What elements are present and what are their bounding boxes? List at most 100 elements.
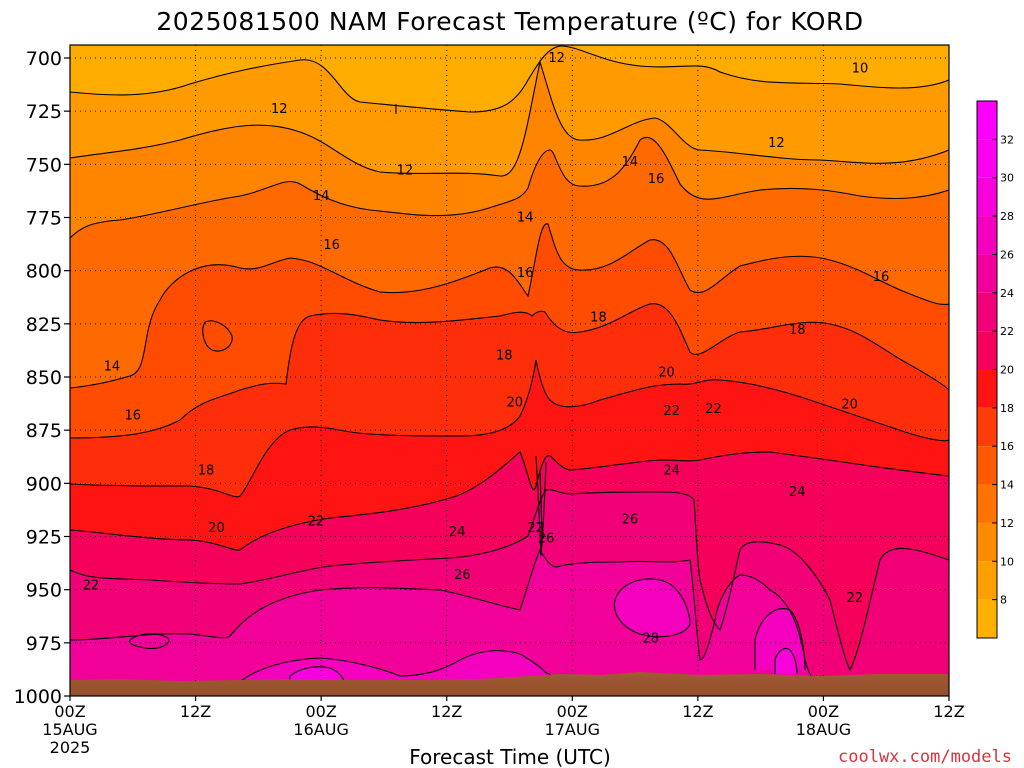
contour-line: [559, 45, 949, 89]
contour-label: 24: [789, 485, 806, 500]
x-tick-label: 00Z: [557, 702, 588, 721]
site-credit: coolwx.com/models: [838, 747, 1012, 767]
colorbar-label: 12: [1000, 517, 1014, 530]
contour-label: 20: [506, 396, 523, 411]
contour-label: 16: [873, 270, 890, 285]
y-tick-label: 775: [26, 208, 62, 230]
colorbar-label: 22: [1000, 325, 1014, 338]
colorbar-swatch: [977, 216, 997, 255]
colorbar-swatch: [977, 292, 997, 332]
contour-line: [754, 608, 806, 671]
contour-label: 12: [397, 164, 414, 179]
y-tick-label: 750: [26, 154, 62, 176]
x-tick-label: 12Z: [933, 702, 964, 721]
contour-line: [70, 451, 949, 551]
colorbar: 8 10 12 14 16 18 20 22 24 26 28 30 32: [976, 100, 1014, 639]
contour-line: [774, 647, 798, 675]
contour-line: [70, 223, 949, 389]
contour-label: 18: [496, 349, 513, 364]
grid-lines: [70, 45, 949, 696]
contour-labels: 12 10 12 12 12 14 14 16 14 16 16 16 18 18 14 18 20 16 20 22…: [83, 51, 890, 647]
contour-label: 14: [313, 189, 330, 204]
colorbar-label: 8: [1000, 594, 1007, 607]
contour-label: 12: [768, 136, 785, 151]
colorbar-swatch: [977, 139, 997, 178]
contour-line: [70, 489, 949, 672]
band-28-30-pocket: [614, 578, 690, 637]
y-tick-label: 975: [26, 633, 62, 655]
colorbar-label: 26: [1000, 248, 1014, 261]
contour-line: [70, 548, 819, 683]
contour-label: 16: [125, 408, 142, 423]
y-tick-label: 850: [26, 367, 62, 389]
x-tick-label: 15AUG: [42, 720, 97, 739]
contour-label: 12: [548, 51, 565, 66]
contour-label: 26: [454, 568, 471, 583]
y-tick-label: 875: [26, 420, 62, 442]
contour-label: 12: [271, 102, 288, 117]
contour-label: 14: [104, 359, 121, 374]
contour-label: 16: [648, 172, 665, 187]
y-tick-label: 800: [26, 261, 62, 283]
band-8-10: [70, 45, 949, 112]
contour-label: 24: [663, 464, 680, 479]
contour-label: 22: [847, 591, 864, 606]
contour-line: [613, 578, 691, 638]
contour-line: [535, 455, 547, 557]
contour-label: 28: [642, 632, 659, 647]
contour-label: 22: [705, 402, 722, 417]
y-tick-label: 900: [26, 473, 62, 495]
contour-line: [70, 137, 949, 239]
colorbar-label: 16: [1000, 440, 1014, 453]
contour-label: 16: [323, 238, 340, 253]
y-tick-label: 1000: [14, 686, 62, 708]
contour-label: 20: [658, 366, 675, 381]
contour-label: 22: [663, 404, 680, 419]
band-30-32-pocket: [775, 648, 797, 674]
x-tick-label: 16AUG: [293, 720, 348, 739]
colorbar-swatch: [977, 369, 997, 408]
contour-label: 10: [852, 62, 869, 77]
colorbar-label: 14: [1000, 479, 1014, 492]
colorbar-label: 24: [1000, 287, 1014, 300]
contour-label: 26: [538, 532, 555, 547]
x-tick-label: 12Z: [180, 702, 211, 721]
x-tick-label: 00Z: [808, 702, 839, 721]
contour-line: [229, 650, 561, 691]
contour-line: [539, 469, 543, 546]
colorbar-label: 32: [1000, 133, 1014, 146]
x-tick-label: 12Z: [682, 702, 713, 721]
contour-label: 18: [198, 464, 215, 479]
colorbar-swatch: [977, 101, 997, 140]
contour-label: 22: [527, 521, 544, 536]
y-tick-label: 825: [26, 314, 62, 336]
x-tick-label: 2025: [50, 738, 91, 757]
colorbar-label: 20: [1000, 364, 1014, 377]
contour-label: 18: [590, 310, 607, 325]
contour-label: 14: [622, 155, 639, 170]
colorbar-swatch: [977, 446, 997, 485]
x-tick-label: 00Z: [305, 702, 336, 721]
colorbar-swatch: [977, 599, 997, 638]
y-axis: 700 725 750 775 800 825 850 875 900 925 950 975 1000: [14, 48, 70, 708]
contour-label: 14: [517, 211, 534, 226]
colorbar-swatch: [977, 484, 997, 523]
contour-line: [70, 45, 561, 113]
x-tick-label: 00Z: [54, 702, 85, 721]
colorbar-swatch: [977, 561, 997, 600]
contour-line: [70, 359, 949, 498]
terrain-ground: [70, 672, 949, 696]
contour-label: 26: [622, 512, 639, 527]
colorbar-swatch: [977, 522, 997, 562]
plot-frame: [69, 44, 950, 697]
colorbar-swatch: [977, 254, 997, 293]
colorbar-label: 28: [1000, 210, 1014, 223]
colorbar-swatch: [977, 331, 997, 370]
x-axis-label: Forecast Time (UTC): [409, 745, 611, 768]
x-tick-label: 17AUG: [545, 720, 600, 739]
contour-label: 20: [841, 398, 858, 413]
y-tick-label: 725: [26, 101, 62, 123]
contour-label: 20: [208, 521, 225, 536]
